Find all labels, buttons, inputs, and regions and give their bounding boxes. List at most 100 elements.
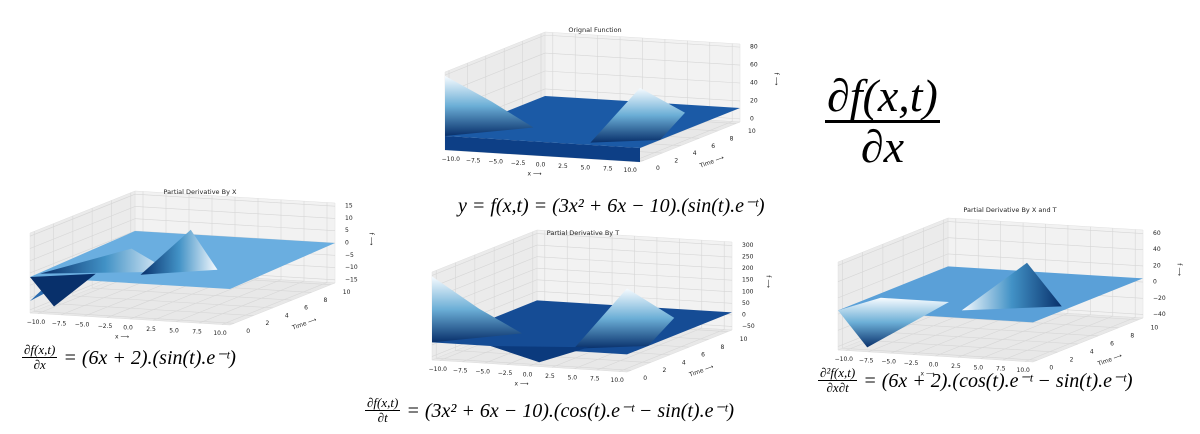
z-tick-label: −15 bbox=[345, 276, 358, 283]
formula: ∂f(x,t) ∂x = (6x + 2).(sin(t).e⁻ᵗ) bbox=[22, 343, 236, 371]
numerator: ∂f(x,t) bbox=[825, 71, 940, 124]
grid-line bbox=[536, 233, 733, 246]
x-tick-label: −5.0 bbox=[75, 322, 90, 329]
time-tick-label: 8 bbox=[1130, 332, 1134, 339]
x-tick-label: 7.5 bbox=[192, 329, 202, 336]
time-tick-label: 6 bbox=[711, 143, 715, 150]
x-tick-label: 10.0 bbox=[213, 330, 227, 337]
denominator: ∂x bbox=[33, 356, 46, 372]
grid-line bbox=[536, 256, 733, 269]
time-axis-label: Time ⟶ bbox=[291, 316, 318, 332]
time-tick-label: 0 bbox=[246, 328, 250, 335]
surface bbox=[445, 135, 640, 162]
x-tick-label: −10.0 bbox=[429, 366, 448, 373]
x-tick-label: −2.5 bbox=[904, 360, 919, 367]
grid-line bbox=[436, 358, 632, 371]
surface bbox=[573, 288, 675, 349]
z-tick-label: −10 bbox=[345, 264, 358, 271]
grid-line bbox=[536, 279, 733, 293]
z-tick-label: 100 bbox=[742, 288, 754, 295]
surface bbox=[432, 276, 522, 343]
z-tick-label: 200 bbox=[742, 265, 754, 272]
grid-line bbox=[92, 287, 293, 301]
numerator: ∂f(x,t) bbox=[22, 342, 58, 358]
grid-line bbox=[837, 221, 949, 266]
header-formula: ∂f(x,t) ∂x bbox=[825, 71, 946, 173]
time-tick-label: 2 bbox=[1070, 357, 1074, 364]
grid-line bbox=[134, 218, 336, 232]
x-tick-label: 0.0 bbox=[536, 162, 546, 169]
panel-title: Partial Derivative By X bbox=[164, 188, 237, 196]
x-tick-label: −2.5 bbox=[98, 323, 113, 330]
z-tick-label: 40 bbox=[750, 80, 758, 87]
time-tick-label: 8 bbox=[720, 344, 724, 351]
surface bbox=[30, 273, 96, 307]
time-tick-label: 10 bbox=[1151, 324, 1159, 331]
time-tick-label: 0 bbox=[1049, 365, 1053, 372]
grid-line bbox=[152, 278, 259, 321]
time-axis-label: Time ⟶ bbox=[688, 363, 715, 379]
denominator: ∂t bbox=[377, 409, 388, 425]
formula-text: y = f(x,t) = (3x² + 6x − 10).(sin(t).e⁻ᵗ… bbox=[458, 195, 765, 217]
x-tick-label: 0.0 bbox=[929, 362, 939, 369]
grid-line bbox=[444, 34, 546, 76]
grid-line bbox=[53, 303, 254, 316]
time-tick-label: 0 bbox=[656, 165, 660, 172]
grid-line bbox=[947, 237, 1144, 251]
grid-line bbox=[175, 279, 282, 323]
grid-line bbox=[1002, 315, 1113, 361]
grid-line bbox=[198, 280, 305, 324]
z-tick-label: 0 bbox=[1153, 279, 1157, 286]
grid-line bbox=[882, 331, 1078, 345]
grid-line bbox=[544, 52, 741, 66]
time-tick-label: 10 bbox=[343, 289, 351, 296]
time-axis-label: Time ⟶ bbox=[698, 154, 725, 170]
z-tick-label: −5 bbox=[345, 252, 354, 259]
grid-line bbox=[29, 193, 136, 237]
grid-line bbox=[134, 206, 336, 219]
grid-line bbox=[862, 339, 1058, 353]
numerator: ∂²f(x,t) bbox=[818, 365, 858, 381]
x-tick-label: −5.0 bbox=[475, 369, 490, 376]
z-tick-label: 0 bbox=[742, 311, 746, 318]
surface bbox=[590, 87, 685, 143]
surface bbox=[445, 75, 534, 136]
grid-line bbox=[619, 329, 725, 372]
formula-rhs: = (3x² + 6x − 10).(cos(t).e⁻ᵗ − sin(t).e… bbox=[406, 399, 735, 422]
surface bbox=[490, 346, 589, 363]
formula-rhs: = (6x + 2).(sin(t).e⁻ᵗ) bbox=[63, 346, 236, 369]
grid-line bbox=[947, 221, 1144, 234]
z-tick-label: 60 bbox=[1153, 230, 1161, 237]
z-tick-label: 50 bbox=[742, 300, 750, 307]
x-tick-label: 5.0 bbox=[581, 164, 591, 171]
time-tick-label: 4 bbox=[285, 312, 289, 319]
z-tick-label: 15 bbox=[345, 203, 353, 210]
time-tick-label: 6 bbox=[304, 305, 308, 312]
grid-line bbox=[34, 311, 235, 324]
grid-line bbox=[29, 218, 136, 262]
z-tick-label: 40 bbox=[1153, 246, 1161, 253]
time-tick-label: 4 bbox=[1090, 349, 1094, 356]
grid-line bbox=[544, 34, 741, 48]
x-tick-label: 2.5 bbox=[558, 163, 568, 170]
grid-line bbox=[980, 314, 1091, 360]
x-tick-label: −7.5 bbox=[52, 320, 67, 327]
time-tick-label: 10 bbox=[740, 336, 748, 343]
grid-line bbox=[957, 313, 1069, 358]
time-tick-label: 2 bbox=[674, 158, 678, 165]
x-tick-label: −10.0 bbox=[835, 356, 854, 363]
formula-rhs: = (6x + 2).(cos(t).e⁻ᵗ − sin(t).e⁻ᵗ) bbox=[863, 369, 1133, 392]
denominator: ∂x bbox=[860, 121, 904, 173]
x-axis-label: x ⟶ bbox=[920, 371, 934, 378]
x-tick-label: 5.0 bbox=[169, 327, 179, 334]
surface bbox=[140, 229, 218, 275]
z-tick-label: −40 bbox=[1153, 311, 1166, 318]
z-tick-label: 80 bbox=[750, 44, 758, 51]
grid-line bbox=[72, 295, 273, 309]
x-tick-label: 5.0 bbox=[974, 364, 984, 371]
x-tick-label: −7.5 bbox=[466, 157, 481, 164]
z-axis-label: f ⟶ bbox=[368, 233, 375, 246]
grid-line bbox=[134, 193, 336, 207]
